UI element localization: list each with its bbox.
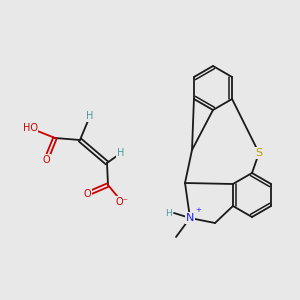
Text: S: S: [255, 148, 262, 158]
Text: H: H: [117, 148, 125, 158]
Text: O⁻: O⁻: [116, 197, 128, 207]
Text: H: H: [86, 111, 94, 121]
Text: O: O: [83, 189, 91, 199]
Text: +: +: [195, 207, 201, 213]
Text: N: N: [186, 213, 194, 223]
Text: HO: HO: [22, 123, 38, 133]
Text: H: H: [165, 208, 172, 217]
Text: O: O: [42, 155, 50, 165]
